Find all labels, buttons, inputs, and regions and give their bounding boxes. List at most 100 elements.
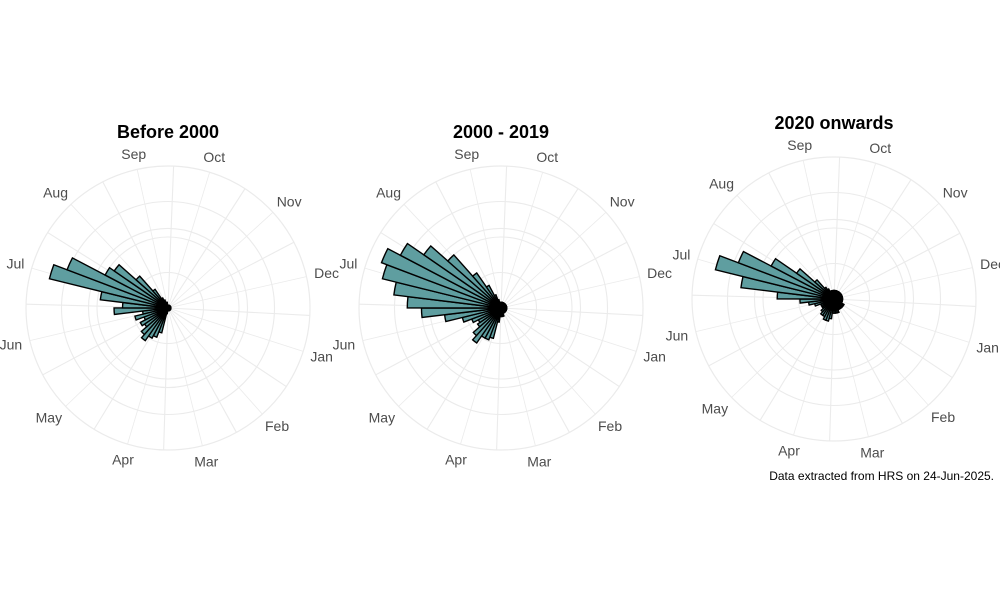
minor-spoke [500, 307, 637, 352]
month-label-jun: Jun [666, 327, 689, 343]
month-label-jan: Jan [310, 348, 333, 364]
minor-spoke [167, 172, 211, 309]
minor-spoke [793, 298, 835, 436]
month-spoke [102, 181, 169, 309]
month-spoke [833, 232, 961, 300]
month-label-nov: Nov [277, 194, 302, 210]
month-spoke [768, 172, 835, 300]
grid-ring [753, 218, 915, 380]
month-label-dec: Dec [980, 256, 1000, 272]
minor-spoke [500, 307, 536, 446]
polar-bar [399, 242, 502, 309]
polar-bar [446, 253, 502, 309]
grid-ring [691, 156, 977, 442]
month-spoke [500, 307, 620, 387]
month-label-dec: Dec [314, 265, 339, 281]
month-spoke [167, 241, 295, 309]
month-label-nov: Nov [943, 185, 968, 201]
minor-spoke [833, 298, 970, 343]
month-spoke [833, 179, 912, 300]
minor-spoke [731, 298, 835, 398]
grid-ring [60, 200, 276, 416]
panel-title: 2020 onwards [774, 113, 893, 133]
grid-ring [358, 165, 644, 451]
month-spoke [500, 307, 570, 433]
minor-spoke [833, 298, 869, 437]
month-spoke [167, 307, 287, 387]
month-spoke [496, 307, 502, 450]
month-spoke [708, 298, 835, 367]
month-label-jul: Jul [672, 247, 690, 263]
month-label-jun: Jun [0, 336, 22, 352]
month-spoke [833, 157, 841, 300]
month-label-apr: Apr [778, 442, 800, 458]
minor-spoke [167, 307, 263, 415]
month-spoke [167, 307, 237, 433]
polar-bar [113, 263, 169, 309]
minor-spoke [167, 212, 274, 309]
polar-bar [134, 307, 169, 321]
month-label-mar: Mar [527, 453, 551, 469]
month-label-may: May [36, 410, 62, 426]
grid-ring [25, 165, 311, 451]
grid-ring [762, 227, 906, 371]
month-spoke [500, 307, 643, 316]
month-label-oct: Oct [203, 149, 225, 165]
minor-spoke [167, 276, 307, 309]
data-source-caption: Data extracted from HRS on 24-Jun-2025. [769, 469, 994, 483]
month-label-jul: Jul [339, 256, 357, 272]
minor-spoke [500, 172, 544, 309]
month-label-apr: Apr [112, 451, 134, 467]
month-spoke [163, 307, 169, 450]
minor-spoke [469, 169, 502, 309]
minor-spoke [167, 307, 304, 352]
month-label-feb: Feb [931, 409, 955, 425]
month-spoke [167, 166, 175, 309]
minor-spoke [833, 163, 877, 300]
month-label-mar: Mar [860, 444, 884, 460]
minor-spoke [802, 160, 835, 300]
grid-ring [87, 227, 249, 389]
minor-spoke [500, 276, 640, 309]
month-spoke [500, 241, 628, 309]
polar-panel-1: Before 2000 Jan Feb Mar Apr May Jun Jul Aug Sep Oc… [0, 122, 339, 469]
grid-ring [726, 191, 942, 407]
month-label-aug: Aug [376, 185, 401, 201]
month-spoke [500, 188, 579, 309]
month-label-feb: Feb [598, 418, 622, 434]
month-label-aug: Aug [709, 176, 734, 192]
panel-title: 2000 - 2019 [453, 122, 549, 142]
month-label-jan: Jan [976, 339, 999, 355]
polar-bar [471, 272, 502, 309]
month-label-oct: Oct [869, 140, 891, 156]
grid-ring [96, 236, 240, 380]
month-spoke [833, 298, 903, 424]
month-label-sep: Sep [454, 146, 479, 162]
polar-bar [500, 306, 508, 309]
month-spoke [833, 298, 953, 378]
polar-bar [422, 244, 502, 309]
month-label-jul: Jul [6, 256, 24, 272]
minor-spoke [833, 203, 940, 300]
grid-ring [393, 200, 609, 416]
month-spoke [833, 298, 976, 307]
minor-spoke [833, 267, 973, 300]
minor-spoke [500, 212, 607, 309]
polar-bar [833, 297, 844, 300]
month-label-may: May [702, 401, 728, 417]
month-label-nov: Nov [610, 194, 635, 210]
minor-spoke [136, 169, 169, 309]
polar-bar [113, 307, 169, 316]
polar-panel-2: 2000 - 2019 Jan Feb Mar Apr May Jun Jul Aug Sep Oc… [333, 122, 672, 469]
month-label-sep: Sep [121, 146, 146, 162]
month-label-mar: Mar [194, 453, 218, 469]
month-spoke [759, 298, 835, 421]
month-label-dec: Dec [647, 265, 672, 281]
month-label-oct: Oct [536, 149, 558, 165]
month-label-apr: Apr [445, 451, 467, 467]
panel-title: Before 2000 [117, 122, 219, 142]
month-label-feb: Feb [265, 418, 289, 434]
month-label-jun: Jun [333, 336, 356, 352]
polar-panel-3: 2020 onwards Jan Feb Mar Apr May Jun Jul Aug Sep O… [666, 113, 1000, 460]
month-label-aug: Aug [43, 185, 68, 201]
